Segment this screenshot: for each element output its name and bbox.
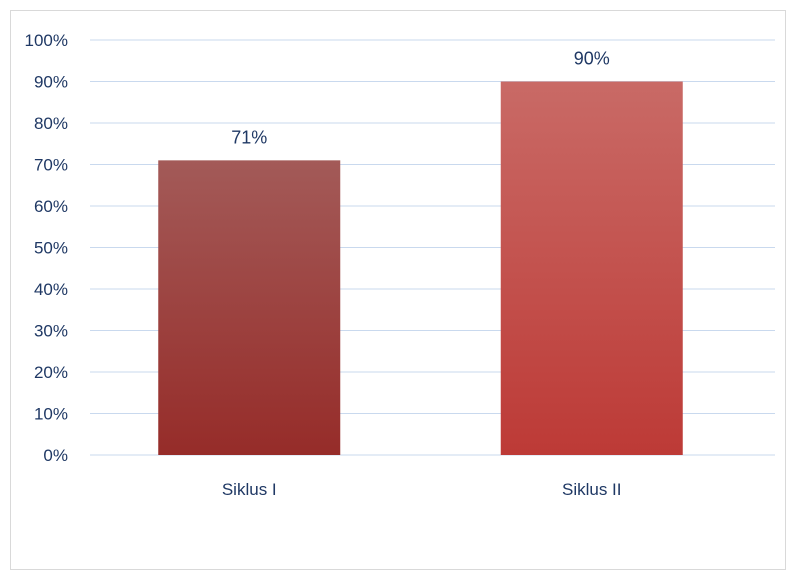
y-axis-tick-labels: 0% 10% 20% 30% 40% 50% 60% 70% 80% 90% 100% bbox=[25, 31, 68, 465]
y-tick-label: 80% bbox=[34, 114, 68, 133]
y-tick-label: 90% bbox=[34, 73, 68, 92]
data-label: 71% bbox=[231, 127, 267, 147]
bars bbox=[158, 81, 683, 455]
y-tick-label: 100% bbox=[25, 31, 68, 50]
y-tick-label: 20% bbox=[34, 363, 68, 382]
data-labels: 71% 90% bbox=[231, 49, 610, 148]
y-tick-label: 0% bbox=[43, 446, 68, 465]
y-tick-label: 30% bbox=[34, 322, 68, 341]
y-tick-label: 40% bbox=[34, 280, 68, 299]
x-category-label: Siklus I bbox=[222, 480, 277, 499]
y-tick-label: 50% bbox=[34, 239, 68, 258]
data-label: 90% bbox=[574, 49, 610, 69]
y-tick-label: 70% bbox=[34, 156, 68, 175]
x-axis-category-labels: Siklus I Siklus II bbox=[222, 480, 622, 499]
y-tick-label: 60% bbox=[34, 197, 68, 216]
bar-siklus-i bbox=[158, 160, 341, 455]
x-category-label: Siklus II bbox=[562, 480, 622, 499]
bar-siklus-ii bbox=[500, 81, 683, 455]
y-tick-label: 10% bbox=[34, 405, 68, 424]
